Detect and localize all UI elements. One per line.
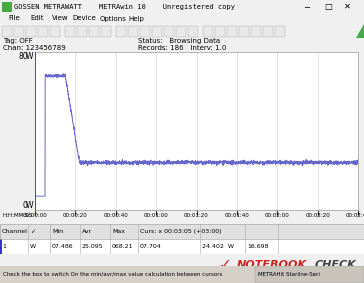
Text: 00:01:00: 00:01:00 xyxy=(144,213,169,218)
Text: Check the box to switch On the min/avr/max value calculation between cursors: Check the box to switch On the min/avr/m… xyxy=(3,272,222,277)
Text: Max: Max xyxy=(112,229,125,234)
Text: Device: Device xyxy=(72,16,96,22)
Text: 07.486: 07.486 xyxy=(52,244,74,249)
Bar xyxy=(50,26,60,37)
Text: 24.402  W: 24.402 W xyxy=(202,244,234,249)
Bar xyxy=(2,26,12,37)
Text: 00:02:40: 00:02:40 xyxy=(346,213,364,218)
Bar xyxy=(140,26,150,37)
Text: W: W xyxy=(30,244,36,249)
Text: Avr: Avr xyxy=(82,229,92,234)
Text: 00:01:20: 00:01:20 xyxy=(184,213,209,218)
Text: Channel: Channel xyxy=(2,229,28,234)
Polygon shape xyxy=(356,24,364,38)
Text: 068.21: 068.21 xyxy=(112,244,134,249)
Text: Options: Options xyxy=(100,16,127,22)
Bar xyxy=(14,26,24,37)
Bar xyxy=(65,26,75,37)
Text: 00:00:00: 00:00:00 xyxy=(23,213,47,218)
Text: 07.704: 07.704 xyxy=(140,244,162,249)
Bar xyxy=(152,26,162,37)
Text: 00:02:00: 00:02:00 xyxy=(265,213,290,218)
Text: 80: 80 xyxy=(18,52,28,61)
Text: 25.095: 25.095 xyxy=(82,244,104,249)
Text: 0: 0 xyxy=(23,201,28,210)
Bar xyxy=(0,224,364,239)
Text: 00:02:20: 00:02:20 xyxy=(305,213,330,218)
Text: □: □ xyxy=(324,2,332,11)
Bar xyxy=(128,26,138,37)
Text: 00:01:40: 00:01:40 xyxy=(225,213,249,218)
Text: GOSSEN METRAWATT    METRAwin 10    Unregistered copy: GOSSEN METRAWATT METRAwin 10 Unregistere… xyxy=(14,3,235,10)
Bar xyxy=(89,26,99,37)
Bar xyxy=(38,26,48,37)
Text: Curs: x 00:03:05 (+03:00): Curs: x 00:03:05 (+03:00) xyxy=(140,229,222,234)
Text: H:H:MM:SS: H:H:MM:SS xyxy=(3,213,33,218)
Bar xyxy=(0,266,255,283)
Bar xyxy=(2,2,12,12)
Bar xyxy=(227,26,237,37)
Text: Records: 186   Interv: 1.0: Records: 186 Interv: 1.0 xyxy=(138,46,227,52)
Bar xyxy=(215,26,225,37)
Bar xyxy=(188,26,198,37)
Text: Status:   Browsing Data: Status: Browsing Data xyxy=(138,38,221,44)
Text: 16.698: 16.698 xyxy=(247,244,269,249)
Bar xyxy=(176,26,186,37)
Text: Edit: Edit xyxy=(30,16,44,22)
Text: Chan: 123456789: Chan: 123456789 xyxy=(3,46,66,52)
Bar xyxy=(239,26,249,37)
Text: File: File xyxy=(8,16,20,22)
Bar xyxy=(203,26,213,37)
Text: NOTEBOOK: NOTEBOOK xyxy=(237,260,307,270)
Text: ✕: ✕ xyxy=(344,2,351,11)
Bar xyxy=(0,239,364,254)
Text: Min: Min xyxy=(52,229,63,234)
Text: Tag: OFF: Tag: OFF xyxy=(3,38,33,44)
Text: View: View xyxy=(52,16,69,22)
Text: ✓: ✓ xyxy=(218,258,231,273)
Text: W: W xyxy=(26,52,33,61)
Bar xyxy=(275,26,285,37)
Bar xyxy=(164,26,174,37)
Bar xyxy=(0,239,2,254)
Bar xyxy=(251,26,261,37)
Bar xyxy=(116,26,126,37)
Text: ─: ─ xyxy=(304,2,309,11)
Text: 00:00:20: 00:00:20 xyxy=(63,213,88,218)
Text: Help: Help xyxy=(128,16,144,22)
Text: W: W xyxy=(26,201,33,210)
Bar xyxy=(263,26,273,37)
Bar xyxy=(255,266,364,283)
Bar xyxy=(101,26,111,37)
Text: 1: 1 xyxy=(2,244,6,249)
Text: 00:00:40: 00:00:40 xyxy=(103,213,128,218)
Bar xyxy=(77,26,87,37)
Text: ✓: ✓ xyxy=(30,229,35,234)
Text: CHECK: CHECK xyxy=(315,260,357,270)
Text: METRAHit Starline-Seri: METRAHit Starline-Seri xyxy=(258,272,320,277)
Bar xyxy=(26,26,36,37)
